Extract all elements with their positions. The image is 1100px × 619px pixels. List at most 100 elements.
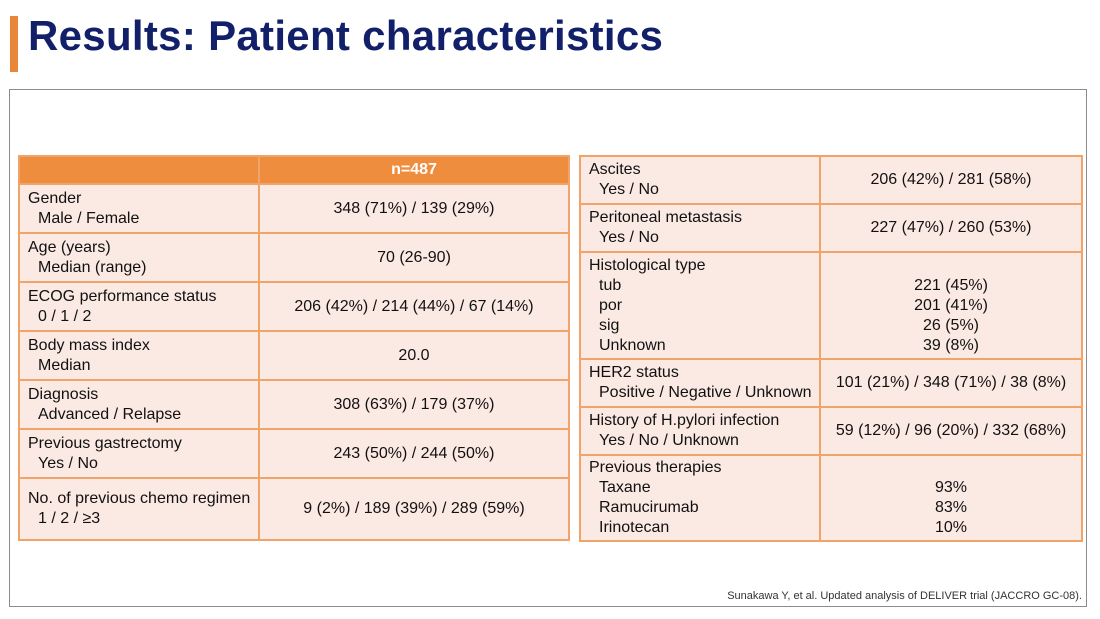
value-cell: 20.0 [258,330,570,381]
table-row: No. of previous chemo regimen 1 / 2 / ≥3 9… [18,477,570,541]
characteristic-sublabel: sig [599,316,620,334]
characteristic-cell: Previous therapies Taxane Ramucirumab Irino… [579,454,821,542]
characteristic-labels: Ascites Yes / No [581,160,819,200]
value-text: 9 (2%) / 189 (39%) / 289 (59%) [303,500,525,517]
characteristic-label: Age (years) [28,238,111,256]
value-list: 221 (45%) 201 (41%) 26 (5%) 39 (8%) [821,256,1081,356]
characteristic-cell: Histological type tub por sig Unknown [579,251,821,360]
characteristic-label: Gender [28,189,82,207]
characteristic-sublabel: Ramucirumab [599,499,699,516]
characteristic-labels: No. of previous chemo regimen 1 / 2 / ≥3 [20,489,258,529]
characteristic-label: History of H.pylori infection [589,412,780,429]
characteristic-labels: Histological type tub por sig Unknown [581,256,819,356]
characteristic-sublabel: 1 / 2 / ≥3 [38,510,101,527]
value-text: 101 (21%) / 348 (71%) / 38 (8%) [835,374,1067,391]
value-cell: 206 (42%) / 281 (58%) [819,155,1083,205]
characteristic-sublabel: Unknown [599,336,666,354]
value-cell: 9 (2%) / 189 (39%) / 289 (59%) [258,477,570,541]
value-cell: 227 (47%) / 260 (53%) [819,203,1083,253]
value-list: 93% 83% 10% [821,458,1081,538]
characteristic-label: HER2 status [589,364,679,381]
table-row: Ascites Yes / No 206 (42%) / 281 (58%) [579,155,1083,205]
value-cell: 243 (50%) / 244 (50%) [258,428,570,479]
characteristic-cell: HER2 status Positive / Negative / Unknown [579,358,821,408]
table-row: History of H.pylori infection Yes / No / … [579,406,1083,456]
characteristic-cell: Previous gastrectomy Yes / No [18,428,260,479]
header-label-cell [18,155,260,185]
value-text: 10% [934,519,968,536]
characteristic-label: Diagnosis [28,385,99,403]
title-accent-bar [10,16,18,72]
value-list: 206 (42%) / 214 (44%) / 67 (14%) [260,297,568,317]
characteristic-labels: Body mass index Median [20,336,258,376]
value-text: 206 (42%) / 214 (44%) / 67 (14%) [294,297,534,315]
characteristic-labels: Previous gastrectomy Yes / No [20,434,258,474]
value-list: 101 (21%) / 348 (71%) / 38 (8%) [821,373,1081,393]
slide-title: Results: Patient characteristics [28,12,664,59]
characteristic-cell: Gender Male / Female [18,183,260,234]
characteristic-sublabel: Yes / No [599,181,659,198]
characteristic-sublabel: Median (range) [38,258,147,276]
value-text: 201 (41%) [914,296,988,314]
value-list: 348 (71%) / 139 (29%) [260,199,568,219]
value-text: 39 (8%) [922,336,980,354]
characteristic-labels: Previous therapies Taxane Ramucirumab Irino… [581,458,819,538]
characteristic-sublabel: por [599,296,623,314]
characteristic-labels: Age (years) Median (range) [20,238,258,278]
characteristic-label: Ascites [589,161,641,178]
characteristic-sublabel: Yes / No [38,454,98,472]
characteristic-label: Previous therapies [589,459,722,476]
value-cell: 308 (63%) / 179 (37%) [258,379,570,430]
characteristic-cell: Age (years) Median (range) [18,232,260,283]
table-row: Age (years) Median (range) 70 (26-90) [18,232,570,283]
value-list: 70 (26-90) [260,248,568,268]
characteristic-sublabel: Male / Female [38,209,140,227]
characteristic-sublabel: Advanced / Relapse [38,405,182,423]
characteristic-cell: Peritoneal metastasis Yes / No [579,203,821,253]
value-list: 206 (42%) / 281 (58%) [821,170,1081,190]
table-row: ECOG performance status 0 / 1 / 2 206 (42%… [18,281,570,332]
value-cell: 70 (26-90) [258,232,570,283]
table-row: HER2 status Positive / Negative / Unknown… [579,358,1083,408]
characteristic-label: Peritoneal metastasis [589,209,742,226]
characteristic-labels: Peritoneal metastasis Yes / No [581,208,819,248]
n-label: n=487 [258,155,570,185]
characteristic-labels: Gender Male / Female [20,189,258,229]
value-list: 59 (12%) / 96 (20%) / 332 (68%) [821,421,1081,441]
characteristic-sublabel: 0 / 1 / 2 [38,307,92,325]
value-text: 221 (45%) [914,276,988,294]
characteristic-sublabel: tub [599,276,622,294]
value-cell: 348 (71%) / 139 (29%) [258,183,570,234]
value-text: 26 (5%) [922,316,980,334]
value-list: 20.0 [260,346,568,366]
table-row: Gender Male / Female 348 (71%) / 139 (29%) [18,183,570,234]
characteristic-labels: Diagnosis Advanced / Relapse [20,385,258,425]
characteristic-sublabel: Irinotecan [599,519,670,536]
characteristic-cell: No. of previous chemo regimen 1 / 2 / ≥3 [18,477,260,541]
characteristic-cell: Body mass index Median [18,330,260,381]
value-list: 308 (63%) / 179 (37%) [260,395,568,415]
characteristic-labels: HER2 status Positive / Negative / Unknown [581,363,819,403]
characteristic-cell: ECOG performance status 0 / 1 / 2 [18,281,260,332]
value-text: 83% [934,499,968,516]
value-cell: 59 (12%) / 96 (20%) / 332 (68%) [819,406,1083,456]
characteristic-labels: ECOG performance status 0 / 1 / 2 [20,287,258,327]
left-characteristics-table: n=487 Gender Male / Female 348 (71%) / 139… [18,155,570,541]
value-list: 9 (2%) / 189 (39%) / 289 (59%) [260,499,568,519]
value-text: 308 (63%) / 179 (37%) [333,395,495,413]
characteristic-label: Previous gastrectomy [28,434,182,452]
table-row: Diagnosis Advanced / Relapse 308 (63%) / 1… [18,379,570,430]
characteristic-label: Histological type [589,256,706,274]
right-characteristics-table: Ascites Yes / No 206 (42%) / 281 (58%) Peri… [579,155,1083,542]
value-text: 227 (47%) / 260 (53%) [870,219,1032,236]
characteristic-labels: History of H.pylori infection Yes / No / … [581,411,819,451]
value-text: 348 (71%) / 139 (29%) [333,199,495,217]
value-text: 20.0 [398,346,430,364]
value-cell: 93% 83% 10% [819,454,1083,542]
value-text: 243 (50%) / 244 (50%) [333,444,495,462]
characteristic-label: Body mass index [28,336,150,354]
table-row: Previous gastrectomy Yes / No 243 (50%) / … [18,428,570,479]
value-cell: 101 (21%) / 348 (71%) / 38 (8%) [819,358,1083,408]
characteristic-cell: Ascites Yes / No [579,155,821,205]
content-frame [9,89,1087,607]
